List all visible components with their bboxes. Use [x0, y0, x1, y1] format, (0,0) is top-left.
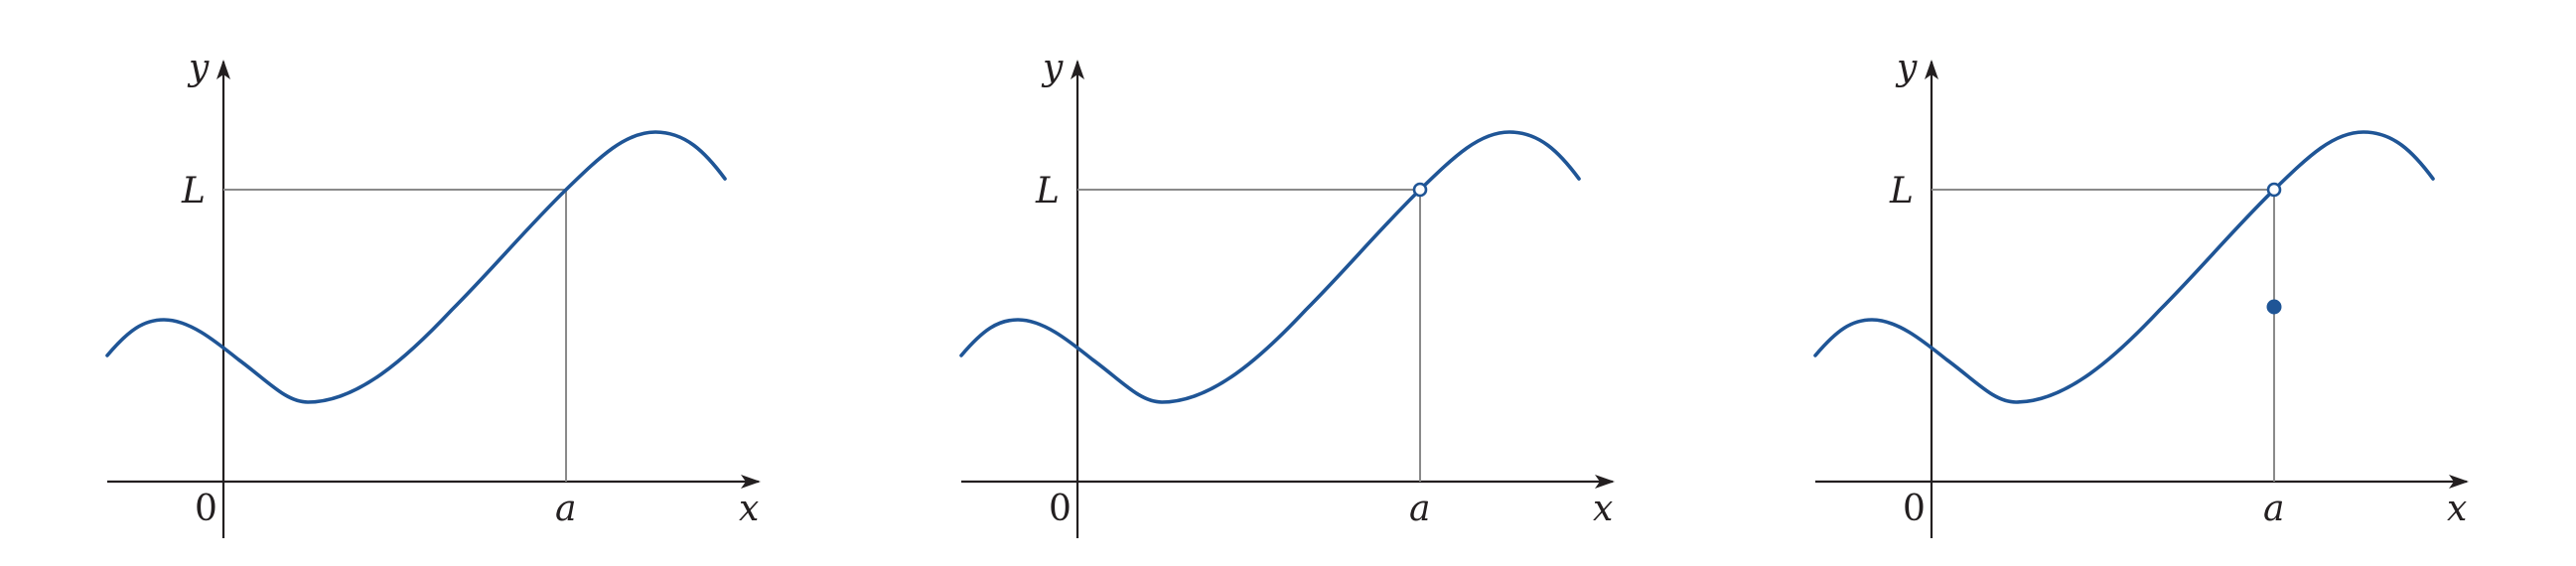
origin-label: 0 [1049, 489, 1072, 529]
origin-label: 0 [1903, 489, 1926, 529]
limit-label: L [181, 171, 206, 212]
open-circle-at-a [2266, 182, 2282, 198]
point-label: a [555, 489, 576, 529]
function-curve [1813, 130, 2435, 404]
panel-2: y x 0 L a [959, 48, 1615, 538]
x-axis-label: x [2447, 489, 2467, 529]
limit-label: L [1889, 171, 1914, 212]
y-axis-label: y [187, 48, 210, 88]
x-axis-label: x [739, 489, 759, 529]
panel-1: y x 0 L a [105, 48, 761, 538]
origin-label: 0 [195, 489, 217, 529]
open-circle-at-a [1412, 182, 1428, 198]
function-curve [959, 130, 1581, 404]
point-label: a [2263, 489, 2284, 529]
point-label: a [1409, 489, 1430, 529]
y-axis-label: y [1895, 48, 1918, 88]
y-axis-label: y [1041, 48, 1064, 88]
function-curve [105, 130, 727, 404]
filled-point-at-a [2266, 299, 2282, 315]
limit-label: L [1035, 171, 1060, 212]
x-axis-label: x [1593, 489, 1613, 529]
panel-3: y x 0 L a [1813, 48, 2469, 538]
